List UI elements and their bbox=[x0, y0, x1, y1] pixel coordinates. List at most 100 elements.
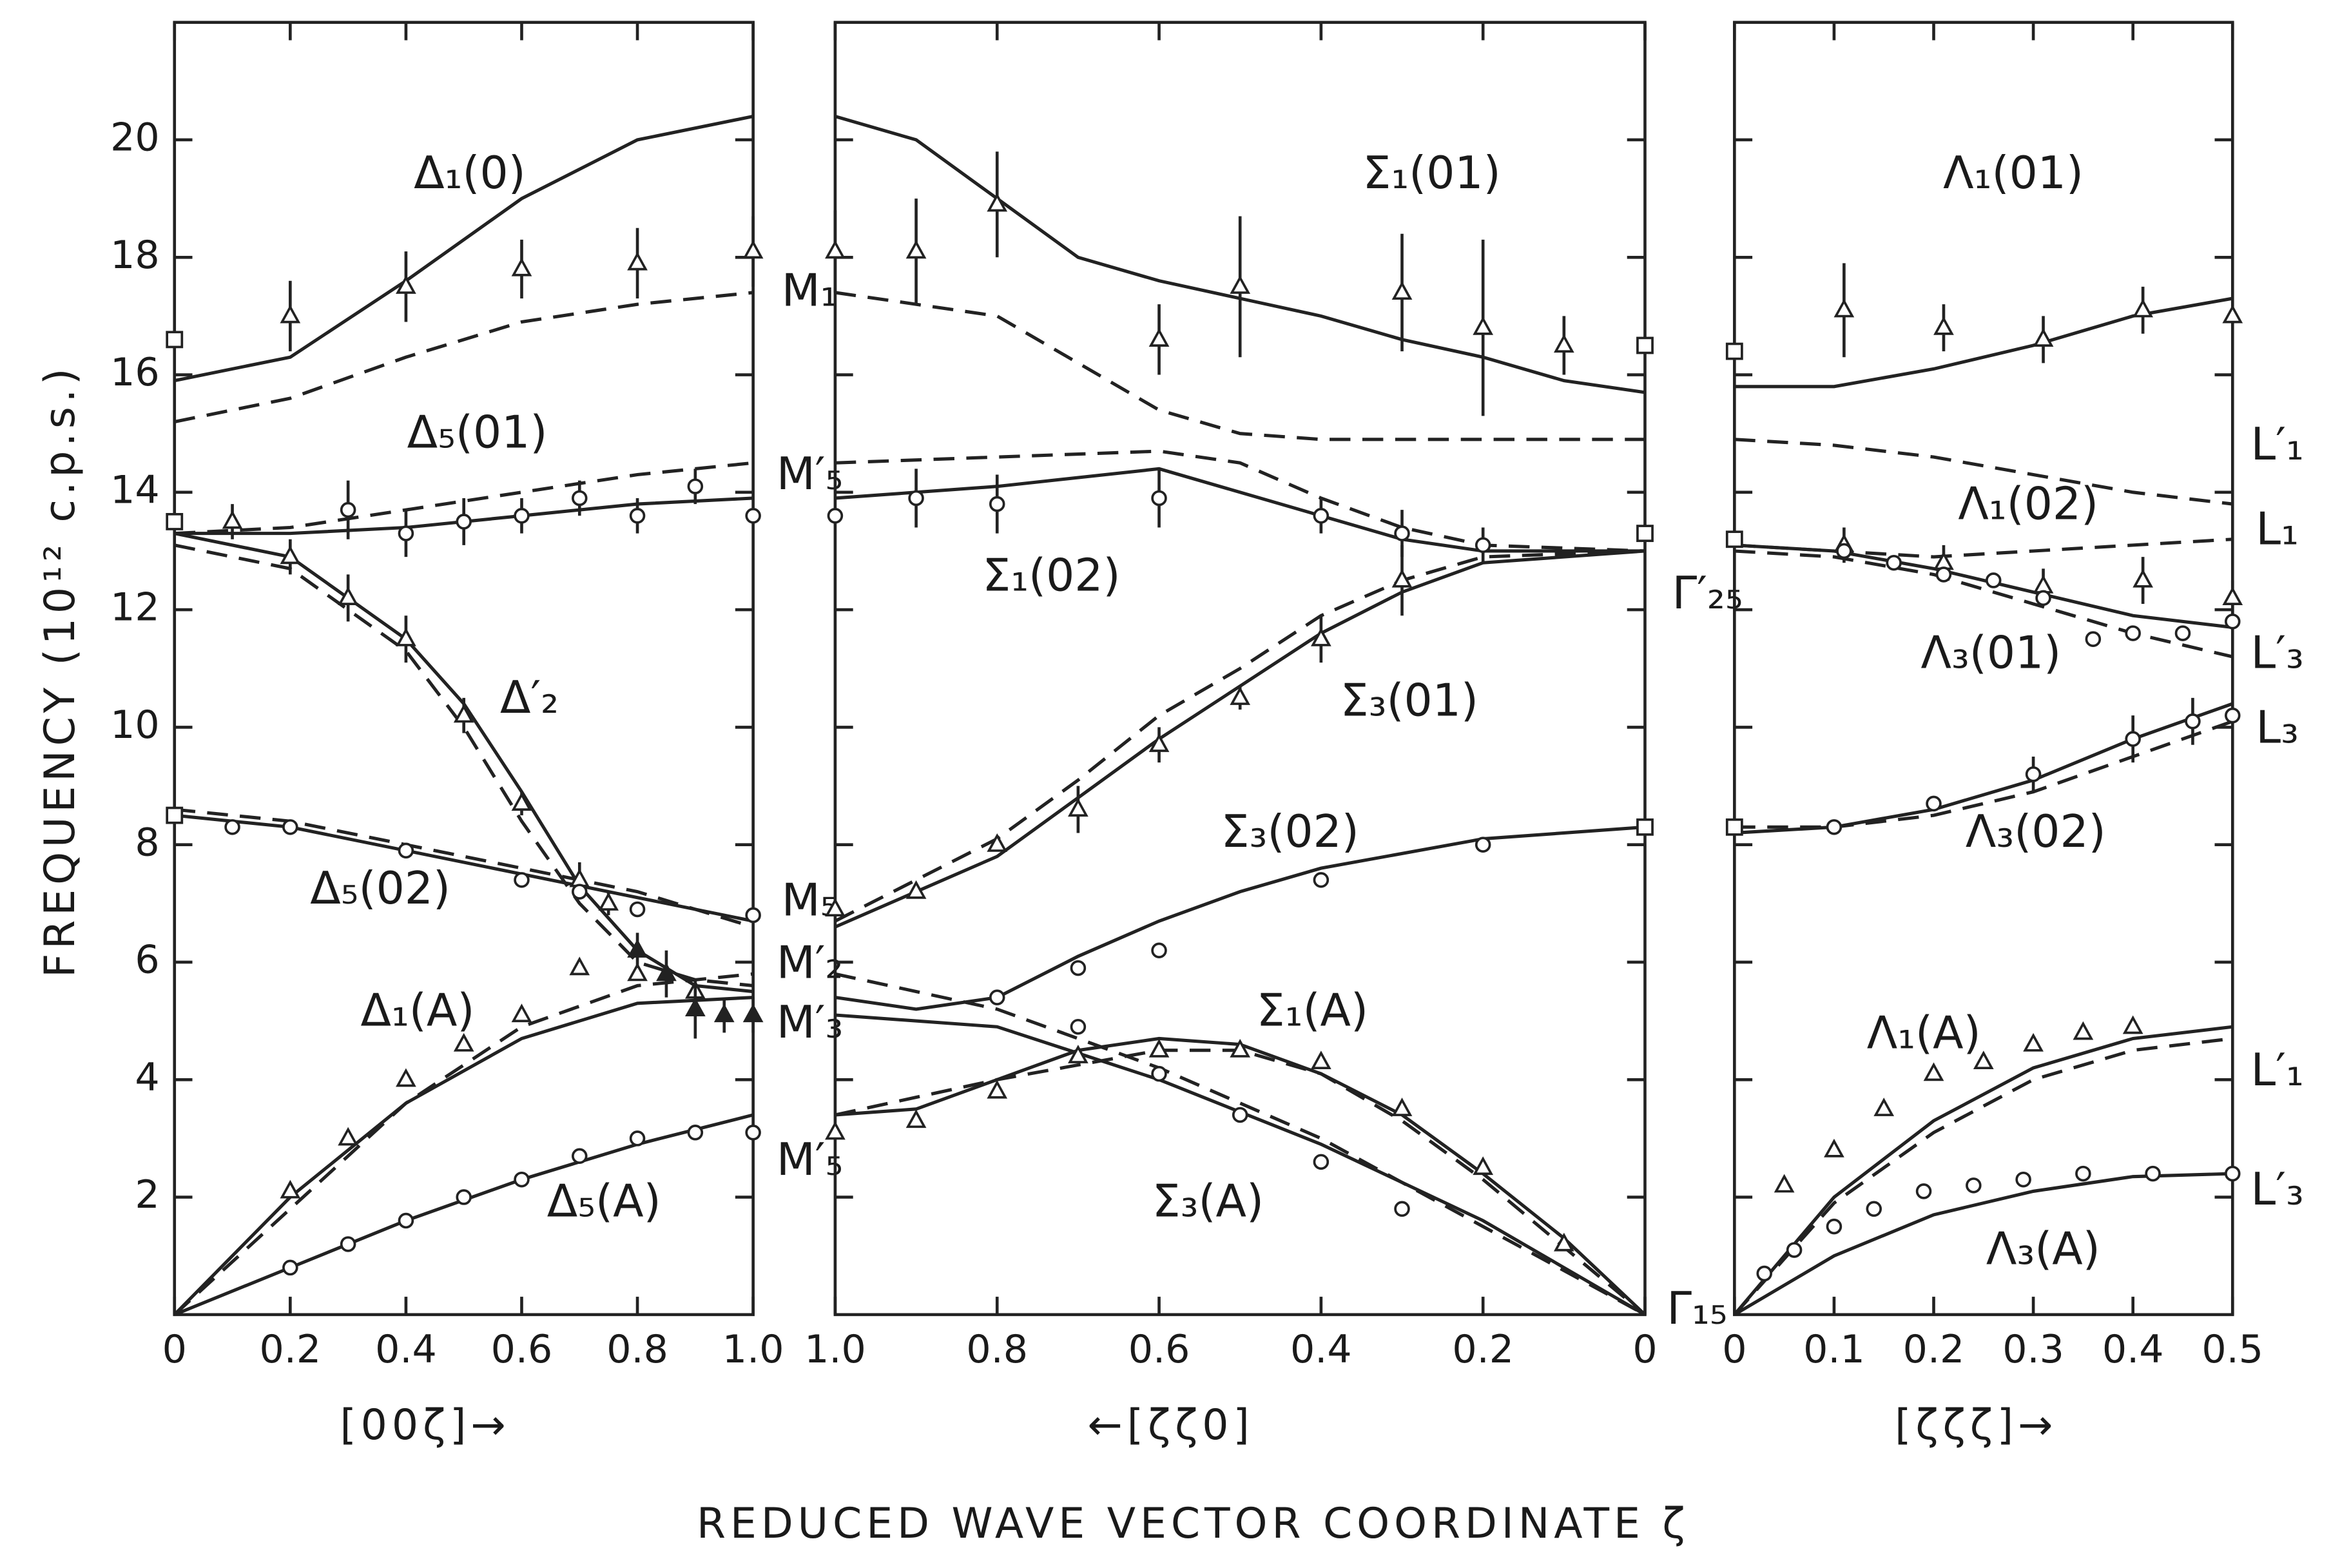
triangle-point bbox=[2073, 1021, 2094, 1040]
annotation: M′₅ bbox=[777, 1134, 843, 1186]
y-tick-label: 2 bbox=[135, 1172, 159, 1217]
triangle-point bbox=[1391, 1098, 1413, 1116]
solid-curve bbox=[1734, 1172, 2233, 1317]
x-tick-label: 1.0 bbox=[804, 1327, 866, 1372]
circle-point bbox=[2015, 1171, 2031, 1188]
circle-point bbox=[2185, 713, 2201, 730]
solid-curve bbox=[834, 549, 1645, 929]
triangle-point bbox=[453, 1032, 474, 1052]
annotation: Σ₁(01) bbox=[1362, 148, 1500, 199]
circle-point bbox=[1475, 537, 1491, 554]
triangle-point bbox=[1311, 627, 1331, 646]
annotation: Σ₃(A) bbox=[1152, 1176, 1264, 1228]
x-tick-label: 0.8 bbox=[966, 1327, 1028, 1372]
triangle-point bbox=[569, 956, 590, 976]
triangle-point bbox=[338, 586, 358, 605]
x-tick-label: 0.4 bbox=[2102, 1327, 2164, 1372]
circle-point bbox=[745, 508, 761, 524]
triangle-point bbox=[1148, 1038, 1170, 1058]
square-point bbox=[1636, 525, 1654, 543]
y-tick-label: 10 bbox=[110, 702, 160, 748]
triangle-point bbox=[1553, 334, 1574, 353]
y-tick-label: 4 bbox=[135, 1055, 159, 1100]
solid-curve bbox=[835, 1013, 1646, 1317]
dashed-curve bbox=[835, 1049, 1647, 1316]
circle-point bbox=[398, 842, 414, 859]
x-tick-label: 0.1 bbox=[1803, 1327, 1865, 1372]
triangle-point bbox=[280, 304, 301, 324]
triangle-point bbox=[1553, 1232, 1574, 1252]
circle-point bbox=[1151, 490, 1167, 507]
x-tick-label: 0.2 bbox=[1452, 1327, 1514, 1372]
x-tick-label: 0.2 bbox=[1903, 1327, 1965, 1372]
annotation: M₅ bbox=[782, 875, 838, 927]
solid-curve bbox=[174, 813, 754, 923]
triangle-point bbox=[511, 1003, 532, 1023]
annotation: L′₃ bbox=[2251, 628, 2304, 679]
annotation: Γ₁₅ bbox=[1667, 1283, 1727, 1335]
circle-point bbox=[1070, 960, 1087, 976]
square-point bbox=[166, 806, 184, 824]
triangle-point bbox=[1824, 1138, 1844, 1157]
circle-point bbox=[2025, 766, 2042, 782]
solid-curve bbox=[174, 532, 753, 994]
annotation: Σ₃(01) bbox=[1340, 675, 1478, 727]
circle-point bbox=[456, 1189, 472, 1205]
circle-point bbox=[1151, 1065, 1167, 1082]
dashed-curve bbox=[835, 291, 1645, 441]
circle-point bbox=[572, 490, 588, 507]
dashed-curve bbox=[1734, 438, 2233, 506]
triangle-point bbox=[1230, 686, 1251, 705]
y-tick-label: 14 bbox=[110, 467, 160, 512]
x-axis-label: ←[ζζ0] bbox=[1088, 1401, 1254, 1449]
triangle-point bbox=[2033, 328, 2054, 347]
circle-point bbox=[224, 819, 240, 835]
triangle-point bbox=[1311, 1050, 1331, 1070]
triangle-point bbox=[905, 240, 927, 259]
triangle-point bbox=[2222, 304, 2243, 324]
dashed-curve bbox=[174, 808, 754, 929]
circle-point bbox=[2174, 625, 2191, 641]
circle-point bbox=[2035, 590, 2051, 606]
circle-point bbox=[1070, 1018, 1087, 1035]
x-tick-label: 0.8 bbox=[606, 1327, 668, 1372]
circle-point bbox=[1985, 572, 2002, 588]
triangle-point bbox=[905, 1109, 927, 1128]
circle-point bbox=[514, 1171, 530, 1188]
annotation: L₃ bbox=[2256, 702, 2299, 753]
triangle-point bbox=[396, 627, 416, 646]
annotation: M′₅ bbox=[777, 449, 843, 500]
triangle-point bbox=[511, 792, 532, 811]
annotation: M₁ bbox=[782, 266, 838, 317]
annotation: Δ₅(A) bbox=[547, 1176, 661, 1228]
x-tick-label: 0.5 bbox=[2201, 1327, 2263, 1372]
circle-point bbox=[572, 1148, 588, 1165]
circle-point bbox=[2125, 625, 2141, 641]
plot-frame bbox=[833, 21, 1647, 1317]
circle-point bbox=[629, 1130, 646, 1147]
triangle-point bbox=[1148, 328, 1170, 347]
annotation: Λ₃(02) bbox=[1966, 806, 2106, 858]
circle-point bbox=[398, 1212, 414, 1229]
solid-curve bbox=[173, 996, 753, 1316]
solid-curve bbox=[1734, 543, 2233, 629]
dashed-curve bbox=[1734, 549, 2233, 659]
y-tick-label: 8 bbox=[135, 820, 159, 865]
dashed-curve bbox=[174, 291, 753, 423]
triangle-point bbox=[1933, 316, 1954, 335]
circle-point bbox=[827, 508, 844, 524]
circle-point bbox=[2225, 1165, 2241, 1182]
circle-point bbox=[1313, 872, 1330, 888]
circle-point bbox=[1886, 554, 1902, 571]
circle-point bbox=[629, 901, 646, 918]
triangle-point bbox=[598, 892, 619, 911]
y-tick-label: 16 bbox=[110, 350, 160, 395]
annotation: Δ₁(0) bbox=[414, 148, 526, 199]
circle-point bbox=[1786, 1242, 1803, 1258]
circle-point bbox=[2125, 731, 2141, 747]
circle-point bbox=[514, 872, 530, 888]
annotation: Γ′₂₅ bbox=[1672, 568, 1743, 619]
triangle-point bbox=[1873, 1098, 1895, 1116]
square-point bbox=[1725, 342, 1743, 360]
square-point bbox=[166, 512, 184, 530]
